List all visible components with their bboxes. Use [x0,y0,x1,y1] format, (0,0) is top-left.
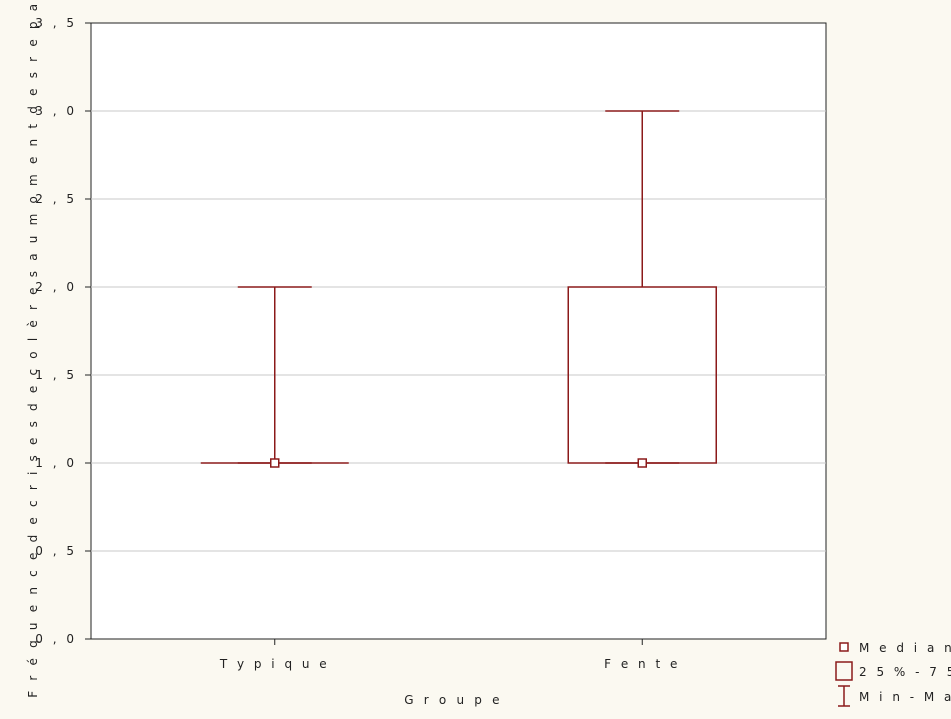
y-tick-label: 2 , 5 [35,192,77,206]
boxes [200,110,717,468]
x-tick-label: T y p i q u e [219,657,330,671]
y-tick-label: 0 , 5 [35,544,77,558]
legend: M e d i a n 2 5 % - 7 5 % M i n - M a x [835,641,951,707]
y-tick-label: 2 , 0 [35,280,77,294]
y-tick-label: 1 , 0 [35,456,77,470]
y-axis-title: F r é q u e n c e d e c r i s e s d e c … [26,0,40,698]
x-tick-label: F e n t e [604,657,680,671]
legend-box-label: 2 5 % - 7 5 % [859,665,951,679]
legend-whisker-symbol [838,685,850,707]
legend-item-whisker: M i n - M a x [838,685,951,707]
legend-median-label: M e d i a n [859,641,951,655]
y-tick-label: 3 , 5 [35,16,77,30]
y-tick-label: 1 , 5 [35,368,77,382]
legend-item-box: 2 5 % - 7 5 % [835,661,951,681]
y-tick-label: 0 , 0 [35,632,77,646]
legend-item-median: M e d i a n [839,641,951,655]
plot-area [90,22,827,640]
box-group [200,286,349,468]
legend-box-symbol [835,661,853,681]
y-tick-label: 3 , 0 [35,104,77,118]
legend-median-symbol [839,642,849,652]
median-marker [637,458,647,468]
x-axis-title: G r o u p e [404,693,502,707]
y-axis-ticks: 0 , 0 0 , 5 1 , 0 1 , 5 2 , 0 2 , 5 3 , 0 3 , 5 [35,16,91,646]
legend-whisker-label: M i n - M a x [859,690,951,704]
box-group [567,110,717,468]
median-marker [270,458,280,468]
